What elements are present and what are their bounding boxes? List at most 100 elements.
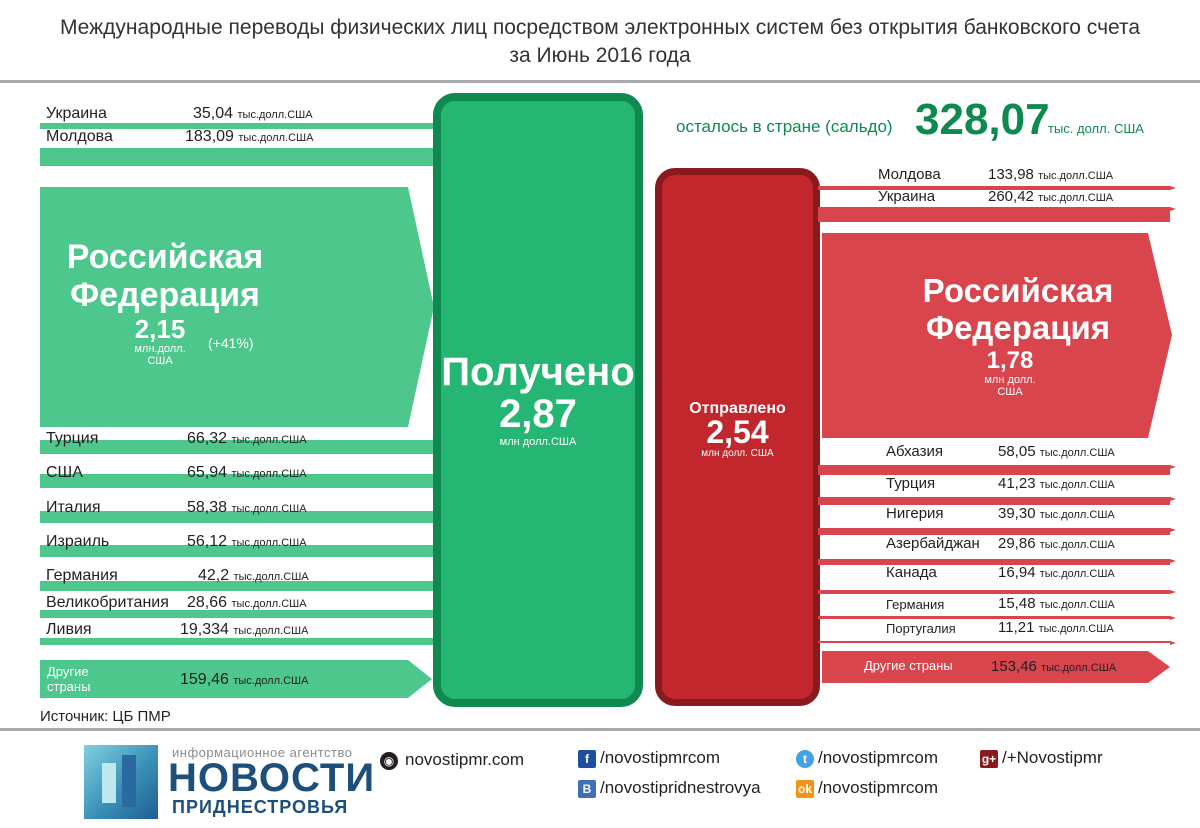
russia-sent-arrow: [1148, 233, 1172, 438]
country-name: Великобритания: [46, 594, 169, 611]
other-sent-block: [822, 651, 1148, 683]
flow-bar: [818, 497, 1176, 505]
received-total: 2,87: [499, 392, 577, 436]
out-row-germany: Германия 15,48 тыс.долл.США: [818, 595, 1176, 620]
other-sent-name: Другие страны: [864, 658, 953, 673]
country-value: 35,04 тыс.долл.США: [193, 105, 313, 122]
site-link[interactable]: novostipmr.com: [405, 750, 525, 769]
out-row-moldova: Молдова 133,98 тыс.долл.США: [818, 166, 1176, 190]
in-row-ukraine: Украина 35,04 тыс.долл.США: [40, 103, 443, 129]
country-name: Украина: [878, 188, 936, 205]
russia-sent-value: 1,78 млн долл. США: [984, 347, 1036, 399]
balance-value: 328,07: [915, 95, 1050, 144]
country-name: Германия: [886, 597, 945, 612]
country-name: Израиль: [46, 533, 110, 550]
country-value: 41,23 тыс.долл.США: [998, 475, 1115, 492]
country-name: Канада: [886, 564, 937, 581]
received-unit: млн долл.США: [499, 436, 577, 448]
flow-bar: [818, 590, 1176, 594]
country-name: Азербайджан: [886, 535, 980, 552]
source-note: Источник: ЦБ ПМР: [40, 708, 171, 725]
country-value: 15,48 тыс.долл.США: [998, 595, 1115, 612]
country-name: Германия: [46, 567, 118, 584]
russia-received-name: Российская Федерация: [66, 238, 264, 314]
country-name: Абхазия: [886, 443, 943, 460]
balance-unit: тыс. долл. США: [1048, 121, 1144, 136]
received-column: [433, 93, 643, 707]
vk-icon: B: [578, 780, 596, 798]
googleplus-link[interactable]: /+Novostipmr: [1002, 748, 1103, 767]
agency-tagline: информационное агентство: [172, 745, 353, 760]
facebook-link[interactable]: /novostipmrcom: [600, 748, 720, 767]
out-row-nigeria: Нигерия 39,30 тыс.долл.США: [818, 505, 1176, 535]
sent-total: 2,54: [706, 414, 769, 450]
in-row-germany: Германия 42,2 тыс.долл.США: [40, 565, 443, 591]
in-row-moldova: Молдова 183,09 тыс.долл.США: [40, 126, 443, 166]
russia-received-block: [40, 187, 408, 427]
other-sent-arrow: [1148, 651, 1170, 683]
other-received-value: 159,46 тыс.долл.США: [180, 671, 309, 688]
other-received-block: [40, 660, 408, 698]
twitter-icon: t: [796, 750, 814, 768]
flow-bar: [818, 465, 1176, 475]
odnoklassniki-icon: ok: [796, 780, 814, 798]
flow-bar: [818, 186, 1176, 190]
flow-bar: [818, 559, 1176, 565]
other-sent-value: 153,46 тыс.долл.США: [991, 658, 1117, 675]
country-value: 11,21 тыс.долл.США: [998, 619, 1114, 636]
bottom-divider: [0, 728, 1200, 731]
out-row-azerbaijan: Азербайджан 29,86 тыс.долл.США: [818, 535, 1176, 565]
page-title: Международные переводы физических лиц по…: [0, 14, 1200, 70]
other-received-name: Другие страны: [47, 664, 91, 694]
agency-logo-icon[interactable]: [84, 745, 158, 819]
flow-bar: [818, 641, 1176, 645]
vk-link[interactable]: /novostipridnestrovya: [600, 778, 761, 797]
top-divider: [0, 80, 1200, 83]
country-value: 58,38 тыс.долл.США: [187, 499, 307, 516]
russia-received-arrow: [408, 187, 434, 427]
country-value: 19,334 тыс.долл.США: [180, 621, 309, 638]
country-value: 28,66 тыс.долл.США: [187, 594, 307, 611]
country-name: Нигерия: [886, 505, 944, 522]
in-row-libya: Ливия 19,334 тыс.долл.США: [40, 619, 443, 645]
out-row-portugal: Португалия 11,21 тыс.долл.США: [818, 619, 1176, 645]
in-row-italy: Италия 58,38 тыс.долл.США: [40, 497, 443, 523]
agency-name[interactable]: НОВОСТИ: [168, 756, 376, 800]
country-value: 42,2 тыс.долл.США: [198, 567, 309, 584]
country-name: Молдова: [878, 166, 941, 183]
country-value: 133,98 тыс.долл.США: [988, 166, 1114, 183]
country-name: Турция: [46, 430, 99, 447]
country-name: Ливия: [46, 621, 92, 638]
sent-column: [655, 168, 820, 706]
russia-received-value: 2,15 млн.долл. США: [134, 314, 186, 367]
country-name: Италия: [46, 499, 101, 516]
country-name: Молдова: [46, 128, 113, 145]
in-row-usa: США 65,94 тыс.долл.США: [40, 462, 443, 488]
agency-subname: ПРИДНЕСТРОВЬЯ: [172, 797, 349, 817]
globe-icon: ◉: [380, 752, 398, 770]
flow-bar: [818, 616, 1176, 620]
balance-label: осталось в стране (сальдо): [676, 117, 893, 136]
country-value: 260,42 тыс.долл.США: [988, 188, 1114, 205]
in-row-uk: Великобритания 28,66 тыс.долл.США: [40, 592, 443, 618]
country-value: 58,05 тыс.долл.США: [998, 443, 1115, 460]
out-row-ukraine: Украина 260,42 тыс.долл.США: [818, 188, 1176, 222]
country-name: Украина: [46, 105, 107, 122]
in-row-turkey: Турция 66,32 тыс.долл.США: [40, 428, 443, 454]
country-value: 65,94 тыс.долл.США: [187, 464, 307, 481]
title-line-1: Международные переводы физических лиц по…: [59, 16, 1141, 39]
flow-bar: [818, 528, 1176, 535]
twitter-link[interactable]: /novostipmrcom: [818, 748, 938, 767]
country-value: 16,94 тыс.долл.США: [998, 564, 1115, 581]
received-label: Получено: [441, 350, 635, 394]
odnoklassniki-link[interactable]: /novostipmrcom: [818, 778, 938, 797]
russia-sent-name: Российская Федерация: [922, 272, 1114, 346]
russia-received-change: (+41%): [208, 335, 254, 351]
out-row-abkhazia: Абхазия 58,05 тыс.долл.США: [818, 443, 1176, 475]
country-name: США: [46, 464, 83, 481]
flow-bar: [40, 148, 443, 166]
title-line-2: за Июнь 2016 года: [509, 44, 691, 67]
sent-unit: млн долл. США: [701, 448, 774, 459]
country-name: Турция: [886, 475, 936, 492]
russia-sent-block: [822, 233, 1148, 438]
